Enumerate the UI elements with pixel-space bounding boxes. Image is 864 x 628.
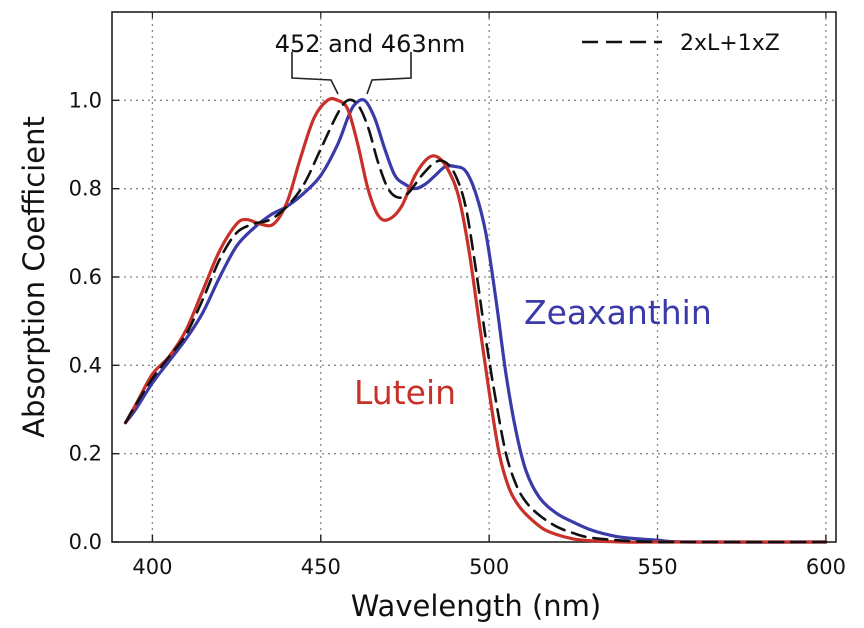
annotation-bracket-right [366,52,412,95]
series-line-lutein [123,97,828,544]
x-tick-label: 600 [806,555,846,579]
peak-annotation: 452 and 463nm [275,30,466,95]
annotation-text: 452 and 463nm [275,30,466,58]
series-line-mix [124,98,828,544]
y-tick-label: 0.2 [69,442,102,466]
series-layer [123,97,828,544]
legend-label-mix: 2xL+1xZ [680,31,780,56]
x-axis-title: Wavelength (nm) [351,589,602,623]
annotation-bracket-left [291,52,339,95]
x-tick-label: 400 [132,555,172,579]
y-tick-label: 0.4 [69,353,102,377]
series-line-zeaxanthin [123,98,828,544]
y-tick-label: 1.0 [69,88,102,112]
series-label-zeaxanthin: Zeaxanthin [524,293,712,332]
x-tick-label: 500 [469,555,509,579]
y-tick-label: 0.6 [69,265,102,289]
series-label-lutein: Lutein [354,373,456,412]
y-axis-title: Absorption Coefficient [17,116,51,438]
x-tick-label: 450 [301,555,341,579]
tick-layer: 400 450 500 550 600 0.0 0.2 0.4 0.6 0.8 1.0 [69,12,846,579]
legend: 2xL+1xZ [582,31,780,56]
x-tick-label: 550 [637,555,677,579]
y-tick-label: 0.0 [69,530,102,554]
y-tick-label: 0.8 [69,177,102,201]
